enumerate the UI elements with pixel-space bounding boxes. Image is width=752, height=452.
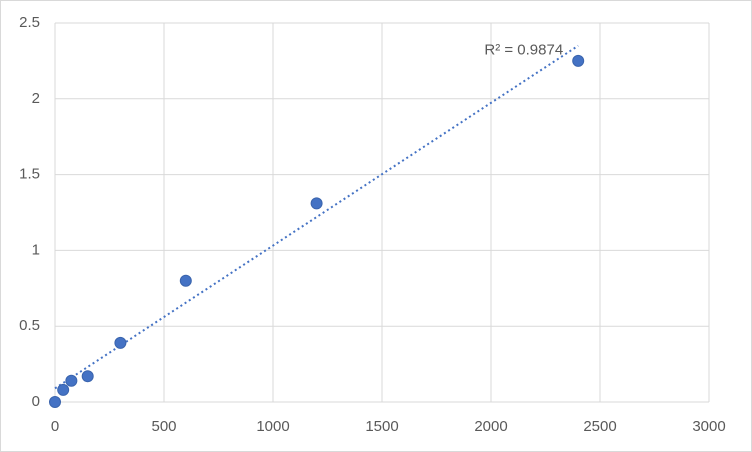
y-tick-label: 0.5 [19,317,40,334]
y-tick-label: 2 [32,90,40,107]
point [179,274,192,287]
trendline-label: R² = 0.9874 [484,42,563,59]
x-tick-label: 2500 [583,418,616,435]
y-tick-label: 1 [32,241,40,258]
point [572,54,585,67]
x-tick-label: 1000 [256,418,289,435]
point [114,336,127,349]
point [81,370,94,383]
point [310,197,323,210]
x-tick-label: 500 [151,418,176,435]
y-tick-label: 1.5 [19,166,40,183]
point [49,396,61,408]
y-tick-label: 2.5 [19,14,40,31]
point [65,374,78,387]
x-tick-label: 1500 [365,418,398,435]
point [57,383,70,396]
y-tick-label: 0 [32,393,40,410]
x-tick-label: 2000 [474,418,507,435]
x-tick-label: 3000 [692,418,725,435]
trendline [54,44,579,390]
x-tick-label: 0 [51,418,59,435]
